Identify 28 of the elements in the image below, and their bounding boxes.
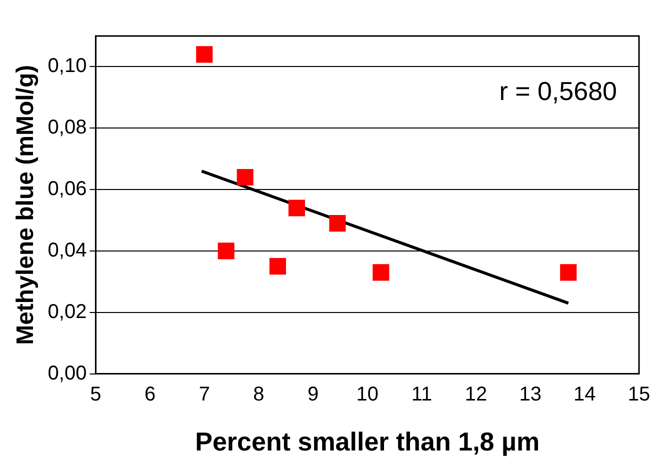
point xyxy=(236,168,254,186)
x-tick-label: 5 xyxy=(90,383,102,406)
x-tick-label: 15 xyxy=(628,383,650,406)
y-tick-label: 0,00 xyxy=(48,362,87,384)
x-tick-label: 6 xyxy=(144,383,156,406)
x-tick-label: 8 xyxy=(253,383,264,406)
point xyxy=(288,200,306,216)
x-tick-label: 13 xyxy=(519,383,542,406)
x-tick-label: 11 xyxy=(411,383,432,406)
point xyxy=(196,46,213,63)
y-tick-label: 0,08 xyxy=(48,116,87,139)
y-tick-label: 0,04 xyxy=(48,239,87,262)
point xyxy=(218,242,234,260)
x-tick-label: 10 xyxy=(356,383,378,406)
y-axis-title: Methylene blue (mMol/g) xyxy=(12,64,40,345)
point xyxy=(269,258,286,275)
annotation: r = 0,5680 xyxy=(499,76,617,106)
point xyxy=(372,264,390,281)
point xyxy=(560,264,577,281)
y-tick-label: 0,06 xyxy=(48,178,87,200)
x-tick-label: 7 xyxy=(198,383,210,406)
x-tick-label: 12 xyxy=(464,383,488,406)
x-tick-label: 14 xyxy=(574,383,596,406)
point xyxy=(329,215,346,232)
x-tick-label: 9 xyxy=(307,383,319,406)
y-tick-label: 0,10 xyxy=(48,55,87,78)
y-tick-label: 0,02 xyxy=(48,300,87,323)
x-axis-title: Percent smaller than 1,8 µm xyxy=(195,426,540,457)
